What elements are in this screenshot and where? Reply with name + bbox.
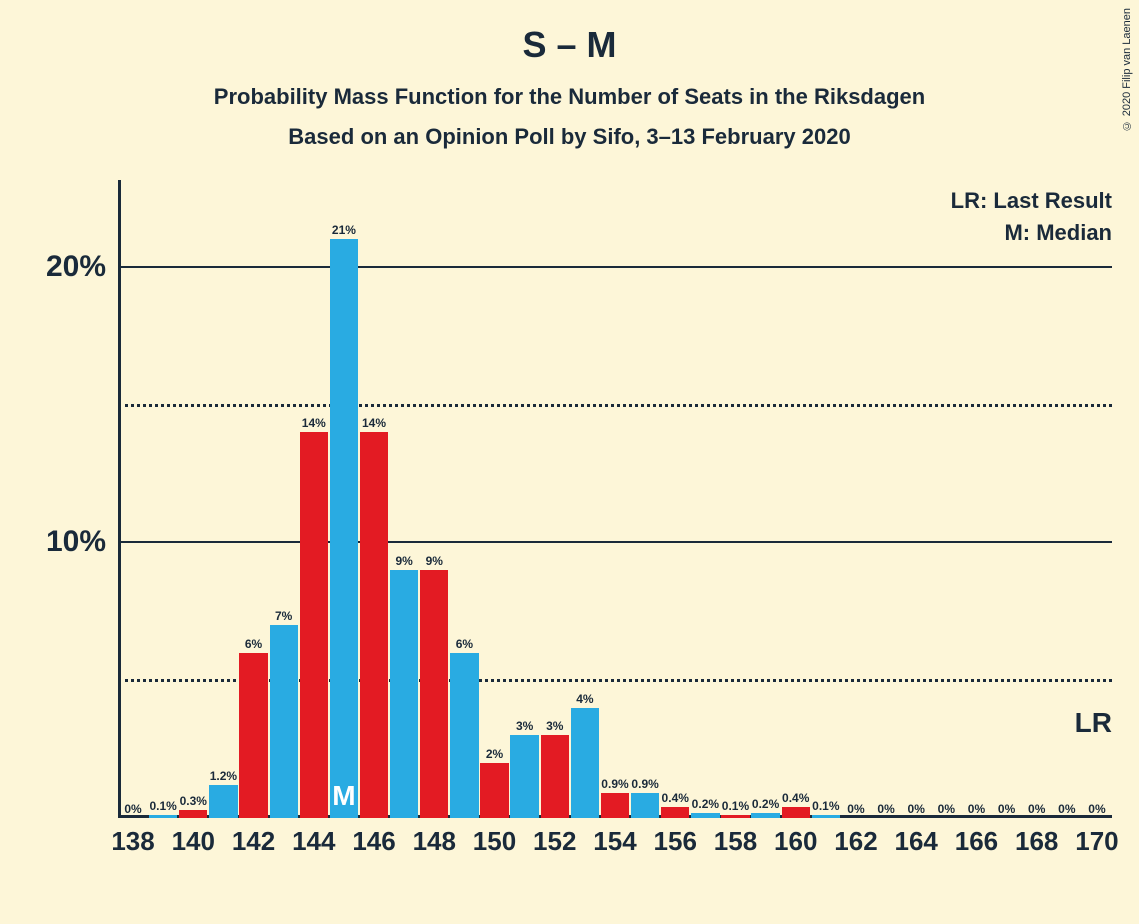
bar-value-label: 7% xyxy=(275,609,292,625)
chart-subtitle-2: Based on an Opinion Poll by Sifo, 3–13 F… xyxy=(0,110,1139,150)
bar-value-label: 0.2% xyxy=(752,797,779,813)
bar-value-label: 0% xyxy=(1088,802,1105,818)
x-tick-label: 148 xyxy=(413,818,456,857)
bar-value-label: 4% xyxy=(576,692,593,708)
x-tick-label: 170 xyxy=(1075,818,1118,857)
bar-value-label: 6% xyxy=(456,637,473,653)
bar-value-label: 3% xyxy=(516,719,533,735)
bar-value-label: 3% xyxy=(546,719,563,735)
chart-plot-area: LR 10%20%0%0.1%0.3%1.2%6%7%14%21%M14%9%9… xyxy=(118,198,1112,818)
x-tick-label: 160 xyxy=(774,818,817,857)
bar-value-label: 0.3% xyxy=(180,794,207,810)
bar-value-label: 2% xyxy=(486,747,503,763)
bar: 0.9% xyxy=(631,793,659,818)
bar: 1.2% xyxy=(209,785,237,818)
bar-value-label: 0.9% xyxy=(631,777,658,793)
bar: 9% xyxy=(390,570,418,818)
bar: 6% xyxy=(239,653,267,818)
bar-value-label: 0.1% xyxy=(812,799,839,815)
gridline-major xyxy=(118,541,1112,543)
bar-value-label: 14% xyxy=(302,416,326,432)
bar: 2% xyxy=(480,763,508,818)
bar-value-label: 0% xyxy=(1028,802,1045,818)
bar: 21%M xyxy=(330,239,358,818)
bar-value-label: 0.1% xyxy=(722,799,749,815)
bar-value-label: 0.4% xyxy=(662,791,689,807)
bar-value-label: 1.2% xyxy=(210,769,237,785)
x-tick-label: 168 xyxy=(1015,818,1058,857)
bar-value-label: 0% xyxy=(847,802,864,818)
x-tick-label: 154 xyxy=(593,818,636,857)
chart-title: S – M xyxy=(0,0,1139,66)
median-marker: M xyxy=(332,780,355,812)
x-tick-label: 138 xyxy=(111,818,154,857)
bar-value-label: 0% xyxy=(968,802,985,818)
bar-value-label: 0% xyxy=(1058,802,1075,818)
bar-value-label: 9% xyxy=(395,554,412,570)
bar-value-label: 6% xyxy=(245,637,262,653)
copyright-text: © 2020 Filip van Laenen xyxy=(1121,8,1133,131)
x-tick-label: 142 xyxy=(232,818,275,857)
gridline-minor xyxy=(118,404,1112,407)
x-tick-label: 146 xyxy=(352,818,395,857)
bar: 9% xyxy=(420,570,448,818)
bar-value-label: 0% xyxy=(877,802,894,818)
bar: 7% xyxy=(270,625,298,818)
x-tick-label: 140 xyxy=(172,818,215,857)
bar: 3% xyxy=(541,735,569,818)
bar: 0.9% xyxy=(601,793,629,818)
bar-value-label: 0.2% xyxy=(692,797,719,813)
chart-subtitle-1: Probability Mass Function for the Number… xyxy=(0,66,1139,110)
y-tick-label: 10% xyxy=(46,525,118,559)
bar: 0.3% xyxy=(179,810,207,818)
lr-marker: LR xyxy=(1075,707,1112,739)
x-tick-label: 158 xyxy=(714,818,757,857)
bar: 14% xyxy=(360,432,388,818)
x-tick-label: 150 xyxy=(473,818,516,857)
bar-value-label: 9% xyxy=(426,554,443,570)
bar-value-label: 0% xyxy=(124,802,141,818)
bar: 4% xyxy=(571,708,599,818)
bar: 3% xyxy=(510,735,538,818)
bar-value-label: 0% xyxy=(938,802,955,818)
bar: 0.4% xyxy=(661,807,689,818)
bar-value-label: 0% xyxy=(998,802,1015,818)
bar-value-label: 21% xyxy=(332,223,356,239)
bar-value-label: 14% xyxy=(362,416,386,432)
y-tick-label: 20% xyxy=(46,250,118,284)
x-tick-label: 152 xyxy=(533,818,576,857)
bar: 6% xyxy=(450,653,478,818)
bar-value-label: 0% xyxy=(908,802,925,818)
x-tick-label: 162 xyxy=(834,818,877,857)
x-tick-label: 164 xyxy=(895,818,938,857)
x-tick-label: 144 xyxy=(292,818,335,857)
gridline-major xyxy=(118,266,1112,268)
bar: 14% xyxy=(300,432,328,818)
bar-value-label: 0.9% xyxy=(601,777,628,793)
bar-value-label: 0.4% xyxy=(782,791,809,807)
y-axis xyxy=(118,180,121,818)
bar: 0.4% xyxy=(782,807,810,818)
x-tick-label: 166 xyxy=(955,818,998,857)
bar-value-label: 0.1% xyxy=(149,799,176,815)
x-tick-label: 156 xyxy=(654,818,697,857)
